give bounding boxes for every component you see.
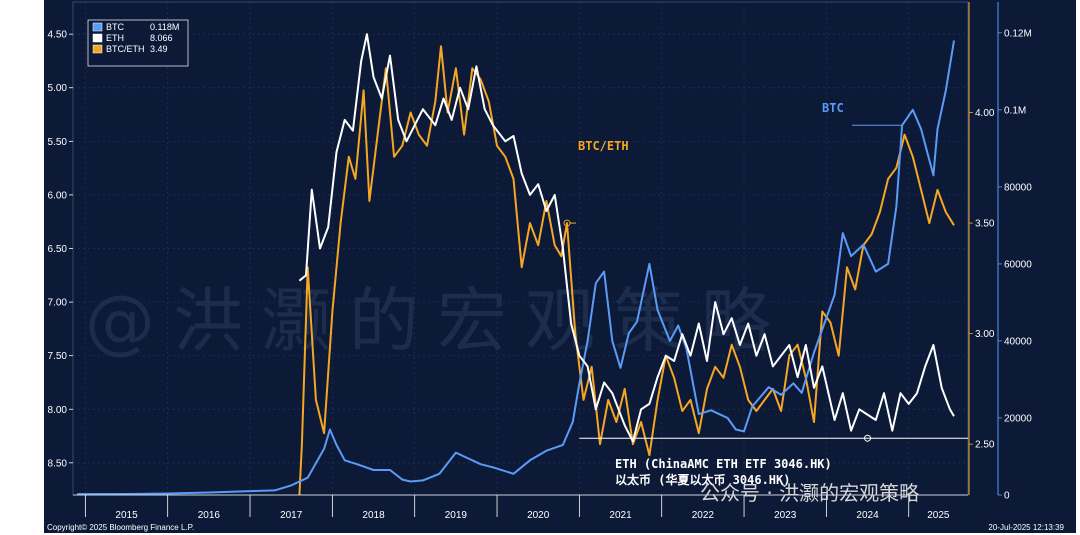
legend-name: BTC bbox=[106, 22, 125, 32]
price-tick-label: 0.12M bbox=[1004, 28, 1032, 39]
left-tick-label: 8.50 bbox=[48, 458, 68, 469]
overlay-watermark: 公众号 · 洪灏的宏观策略 bbox=[700, 481, 919, 505]
price-tick-label: 20000 bbox=[1004, 413, 1032, 424]
grid-lines bbox=[73, 2, 968, 495]
series-line-btc bbox=[77, 40, 955, 495]
x-tick-label: 2016 bbox=[198, 510, 221, 521]
legend-value: 8.066 bbox=[150, 33, 173, 43]
legend-value: 3.49 bbox=[150, 44, 168, 54]
ratio-axis: 4.00 3.50 3.00 2.50 bbox=[968, 2, 995, 495]
left-tick-label: 4.50 bbox=[48, 30, 68, 41]
left-tick-label: 5.00 bbox=[48, 83, 68, 94]
ratio-tick-label: 4.00 bbox=[975, 108, 995, 119]
left-tick-label: 6.00 bbox=[48, 190, 68, 201]
ratio-tick-label: 3.00 bbox=[975, 329, 995, 340]
legend-box bbox=[87, 19, 189, 67]
left-axis: 4.50 5.00 5.50 6.00 6.50 7.00 7.50 8.00 8.50 bbox=[48, 30, 73, 469]
x-tick-label: 2019 bbox=[445, 510, 468, 521]
series-layer bbox=[77, 33, 955, 495]
eth-annotation-line2: 以太币 (华夏以太币 3046.HK) bbox=[615, 472, 790, 487]
legend-name: ETH bbox=[106, 33, 124, 43]
left-tick-label: 7.00 bbox=[48, 298, 68, 309]
price-tick-label: 0 bbox=[1004, 491, 1010, 502]
left-tick-label: 7.50 bbox=[48, 351, 68, 362]
price-tick-label: 0.1M bbox=[1004, 105, 1026, 116]
eth-annotation-marker bbox=[864, 434, 872, 442]
left-tick-label: 5.50 bbox=[48, 137, 68, 148]
x-tick-label: 2020 bbox=[527, 510, 550, 521]
series-line-eth bbox=[298, 33, 955, 443]
annotation-lines bbox=[563, 124, 968, 442]
legend: BTC 0.118M ETH 8.066 BTC/ETH 3.49 bbox=[87, 19, 189, 67]
x-axis: 2015 2016 2017 2018 2019 2020 2021 2022 2023 2024… bbox=[73, 494, 968, 521]
x-tick-label: 2018 bbox=[362, 510, 385, 521]
left-tick-label: 8.00 bbox=[48, 405, 68, 416]
x-tick-label: 2017 bbox=[280, 510, 303, 521]
ratio-tick-label: 3.50 bbox=[975, 219, 995, 230]
legend-value: 0.118M bbox=[150, 22, 179, 32]
series-line-btc-eth bbox=[298, 45, 955, 495]
legend-swatch bbox=[92, 33, 103, 43]
x-tick-label: 2025 bbox=[927, 510, 950, 521]
x-tick-label: 2015 bbox=[115, 510, 138, 521]
x-tick-label: 2024 bbox=[856, 510, 879, 521]
x-tick-label: 2021 bbox=[609, 510, 632, 521]
btc-eth-annotation: BTC/ETH bbox=[578, 139, 629, 153]
price-tick-label: 80000 bbox=[1004, 182, 1032, 193]
x-tick-label: 2023 bbox=[774, 510, 797, 521]
legend-swatch bbox=[92, 22, 103, 32]
legend-swatch bbox=[92, 44, 103, 54]
price-tick-label: 40000 bbox=[1004, 336, 1032, 347]
price-axis: 0.12M 0.1M 80000 60000 40000 20000 0 bbox=[997, 2, 1032, 502]
legend-name: BTC/ETH bbox=[106, 44, 145, 54]
x-tick-label: 2022 bbox=[692, 510, 715, 521]
eth-annotation-line1: ETH (ChinaAMC ETH ETF 3046.HK) bbox=[615, 457, 832, 471]
btc-annotation: BTC bbox=[822, 101, 844, 115]
ratio-tick-label: 2.50 bbox=[975, 440, 995, 451]
price-tick-label: 60000 bbox=[1004, 259, 1032, 270]
left-tick-label: 6.50 bbox=[48, 244, 68, 255]
watermark: @洪灏的宏观策略 bbox=[85, 280, 789, 362]
copyright: Copyright© 2025 Bloomberg Finance L.P. bbox=[47, 523, 194, 532]
timestamp: 20-Jul-2025 12:13:39 bbox=[988, 523, 1064, 532]
